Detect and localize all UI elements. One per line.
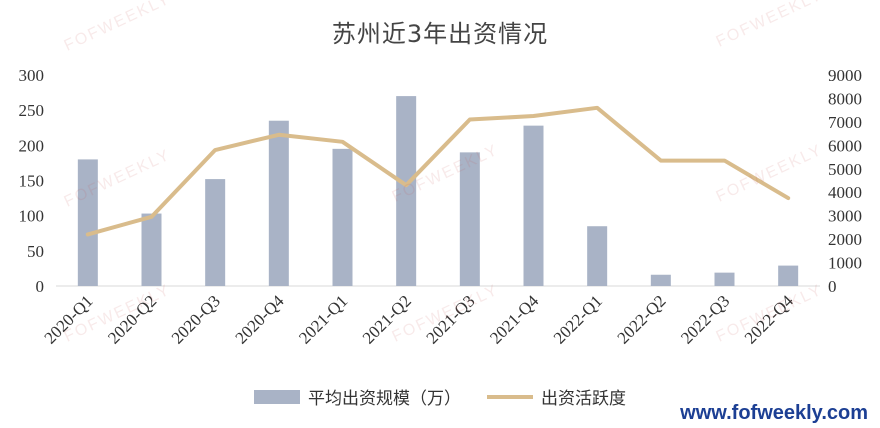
x-tick-label: 2022-Q4: [741, 291, 798, 348]
bar: [141, 213, 162, 286]
line-point: [278, 134, 280, 136]
y-right-tick-label: 2000: [828, 230, 862, 249]
y-right-tick-label: 8000: [828, 89, 862, 108]
line-point: [87, 233, 89, 235]
legend-swatch-bar: [254, 389, 300, 404]
x-tick-label: 2021-Q3: [422, 291, 478, 347]
y-right-tick-label: 0: [828, 277, 837, 296]
bar: [714, 272, 735, 286]
x-tick-label: 2022-Q3: [677, 291, 733, 347]
x-tick-label: 2022-Q1: [550, 291, 606, 347]
legend-item-line: 出资活跃度: [487, 384, 626, 409]
x-tick-label: 2020-Q1: [40, 291, 96, 347]
legend-item-bar: 平均出资规模（万）: [254, 384, 461, 409]
x-tick-label: 2021-Q4: [486, 291, 543, 348]
x-tick-label: 2020-Q2: [104, 291, 160, 347]
bar: [587, 226, 608, 286]
legend-label-line: 出资活跃度: [541, 389, 626, 409]
bar: [650, 274, 671, 286]
line-point: [724, 160, 725, 162]
site-url[interactable]: www.fofweekly.com: [680, 402, 868, 424]
y-right-tick-label: 6000: [828, 136, 862, 155]
y-right-tick-label: 9000: [828, 66, 862, 85]
line-point: [469, 119, 471, 121]
bar: [205, 179, 226, 286]
y-left-tick-label: 100: [19, 207, 45, 226]
y-right-tick-label: 5000: [828, 160, 862, 179]
line-point: [405, 184, 407, 186]
line-point: [151, 216, 152, 218]
y-left-tick-label: 300: [19, 66, 45, 85]
x-tick-label: 2020-Q4: [231, 291, 288, 348]
legend-label-bar: 平均出资规模（万）: [308, 389, 461, 409]
chart-title: 苏州近3年出资情况: [331, 20, 549, 48]
line-point: [596, 107, 598, 109]
bar: [523, 125, 544, 286]
x-tick-label: 2021-Q2: [359, 291, 415, 347]
y-left-tick-label: 0: [36, 277, 45, 296]
y-right-tick-label: 3000: [828, 207, 862, 226]
line-point: [342, 141, 343, 143]
x-tick-label: 2022-Q2: [613, 291, 669, 347]
bar: [778, 265, 799, 286]
y-left-tick-label: 150: [19, 172, 45, 191]
x-tick-label: 2020-Q3: [168, 291, 224, 347]
line-point: [214, 149, 216, 151]
bar: [268, 120, 289, 286]
chart-legend: 平均出资规模（万） 出资活跃度: [0, 384, 880, 409]
bar: [77, 159, 98, 286]
y-right-tick-label: 7000: [828, 113, 862, 132]
line-point: [660, 160, 662, 162]
line-point: [533, 115, 534, 117]
bar: [396, 96, 417, 286]
y-right-tick-label: 1000: [828, 254, 862, 273]
legend-swatch-line: [487, 394, 533, 399]
bar: [332, 148, 353, 286]
y-right-tick-label: 4000: [828, 183, 862, 202]
y-left-tick-label: 200: [19, 136, 45, 155]
line-point: [787, 197, 789, 199]
activity-line: [85, 105, 791, 237]
y-left-tick-label: 50: [27, 242, 44, 261]
x-tick-label: 2021-Q1: [295, 291, 351, 347]
bar: [459, 152, 480, 286]
y-left-tick-label: 250: [19, 101, 45, 120]
